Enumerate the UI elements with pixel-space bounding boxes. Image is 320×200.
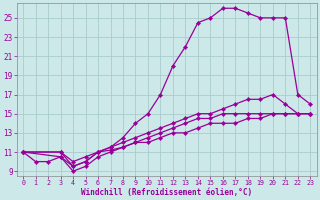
X-axis label: Windchill (Refroidissement éolien,°C): Windchill (Refroidissement éolien,°C)	[81, 188, 252, 197]
